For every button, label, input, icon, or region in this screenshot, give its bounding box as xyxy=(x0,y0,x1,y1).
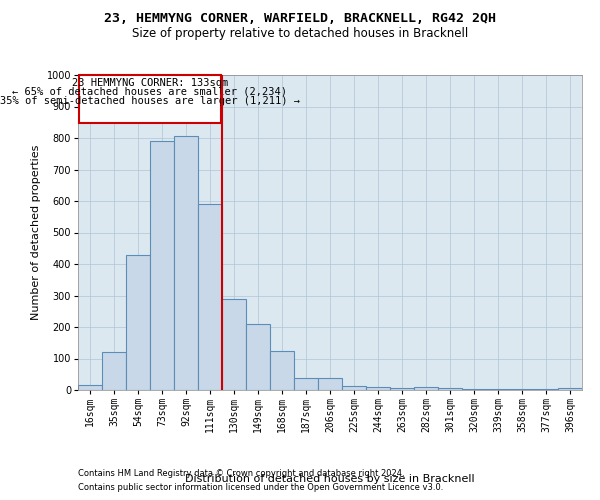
Bar xyxy=(438,388,462,390)
Bar xyxy=(366,387,390,390)
Text: ← 65% of detached houses are smaller (2,234): ← 65% of detached houses are smaller (2,… xyxy=(13,87,287,97)
Bar xyxy=(270,350,294,390)
Bar xyxy=(78,386,102,390)
Text: Contains HM Land Registry data © Crown copyright and database right 2024.: Contains HM Land Registry data © Crown c… xyxy=(78,468,404,477)
Text: Contains public sector information licensed under the Open Government Licence v3: Contains public sector information licen… xyxy=(78,484,443,492)
Bar xyxy=(246,324,270,390)
Bar xyxy=(126,254,150,390)
Bar xyxy=(150,141,174,390)
Bar xyxy=(102,352,126,390)
Text: 23 HEMMYNG CORNER: 133sqm: 23 HEMMYNG CORNER: 133sqm xyxy=(72,78,228,88)
Bar xyxy=(414,388,438,390)
Text: Size of property relative to detached houses in Bracknell: Size of property relative to detached ho… xyxy=(132,28,468,40)
Bar xyxy=(174,136,198,390)
Bar xyxy=(222,298,246,390)
Bar xyxy=(318,378,342,390)
Text: 23, HEMMYNG CORNER, WARFIELD, BRACKNELL, RG42 2QH: 23, HEMMYNG CORNER, WARFIELD, BRACKNELL,… xyxy=(104,12,496,26)
Text: 35% of semi-detached houses are larger (1,211) →: 35% of semi-detached houses are larger (… xyxy=(0,96,300,106)
Bar xyxy=(342,386,366,390)
FancyBboxPatch shape xyxy=(79,75,221,123)
Bar xyxy=(558,388,582,390)
Y-axis label: Number of detached properties: Number of detached properties xyxy=(31,145,41,320)
Bar xyxy=(390,388,414,390)
Bar xyxy=(198,204,222,390)
Bar xyxy=(294,378,318,390)
X-axis label: Distribution of detached houses by size in Bracknell: Distribution of detached houses by size … xyxy=(185,474,475,484)
